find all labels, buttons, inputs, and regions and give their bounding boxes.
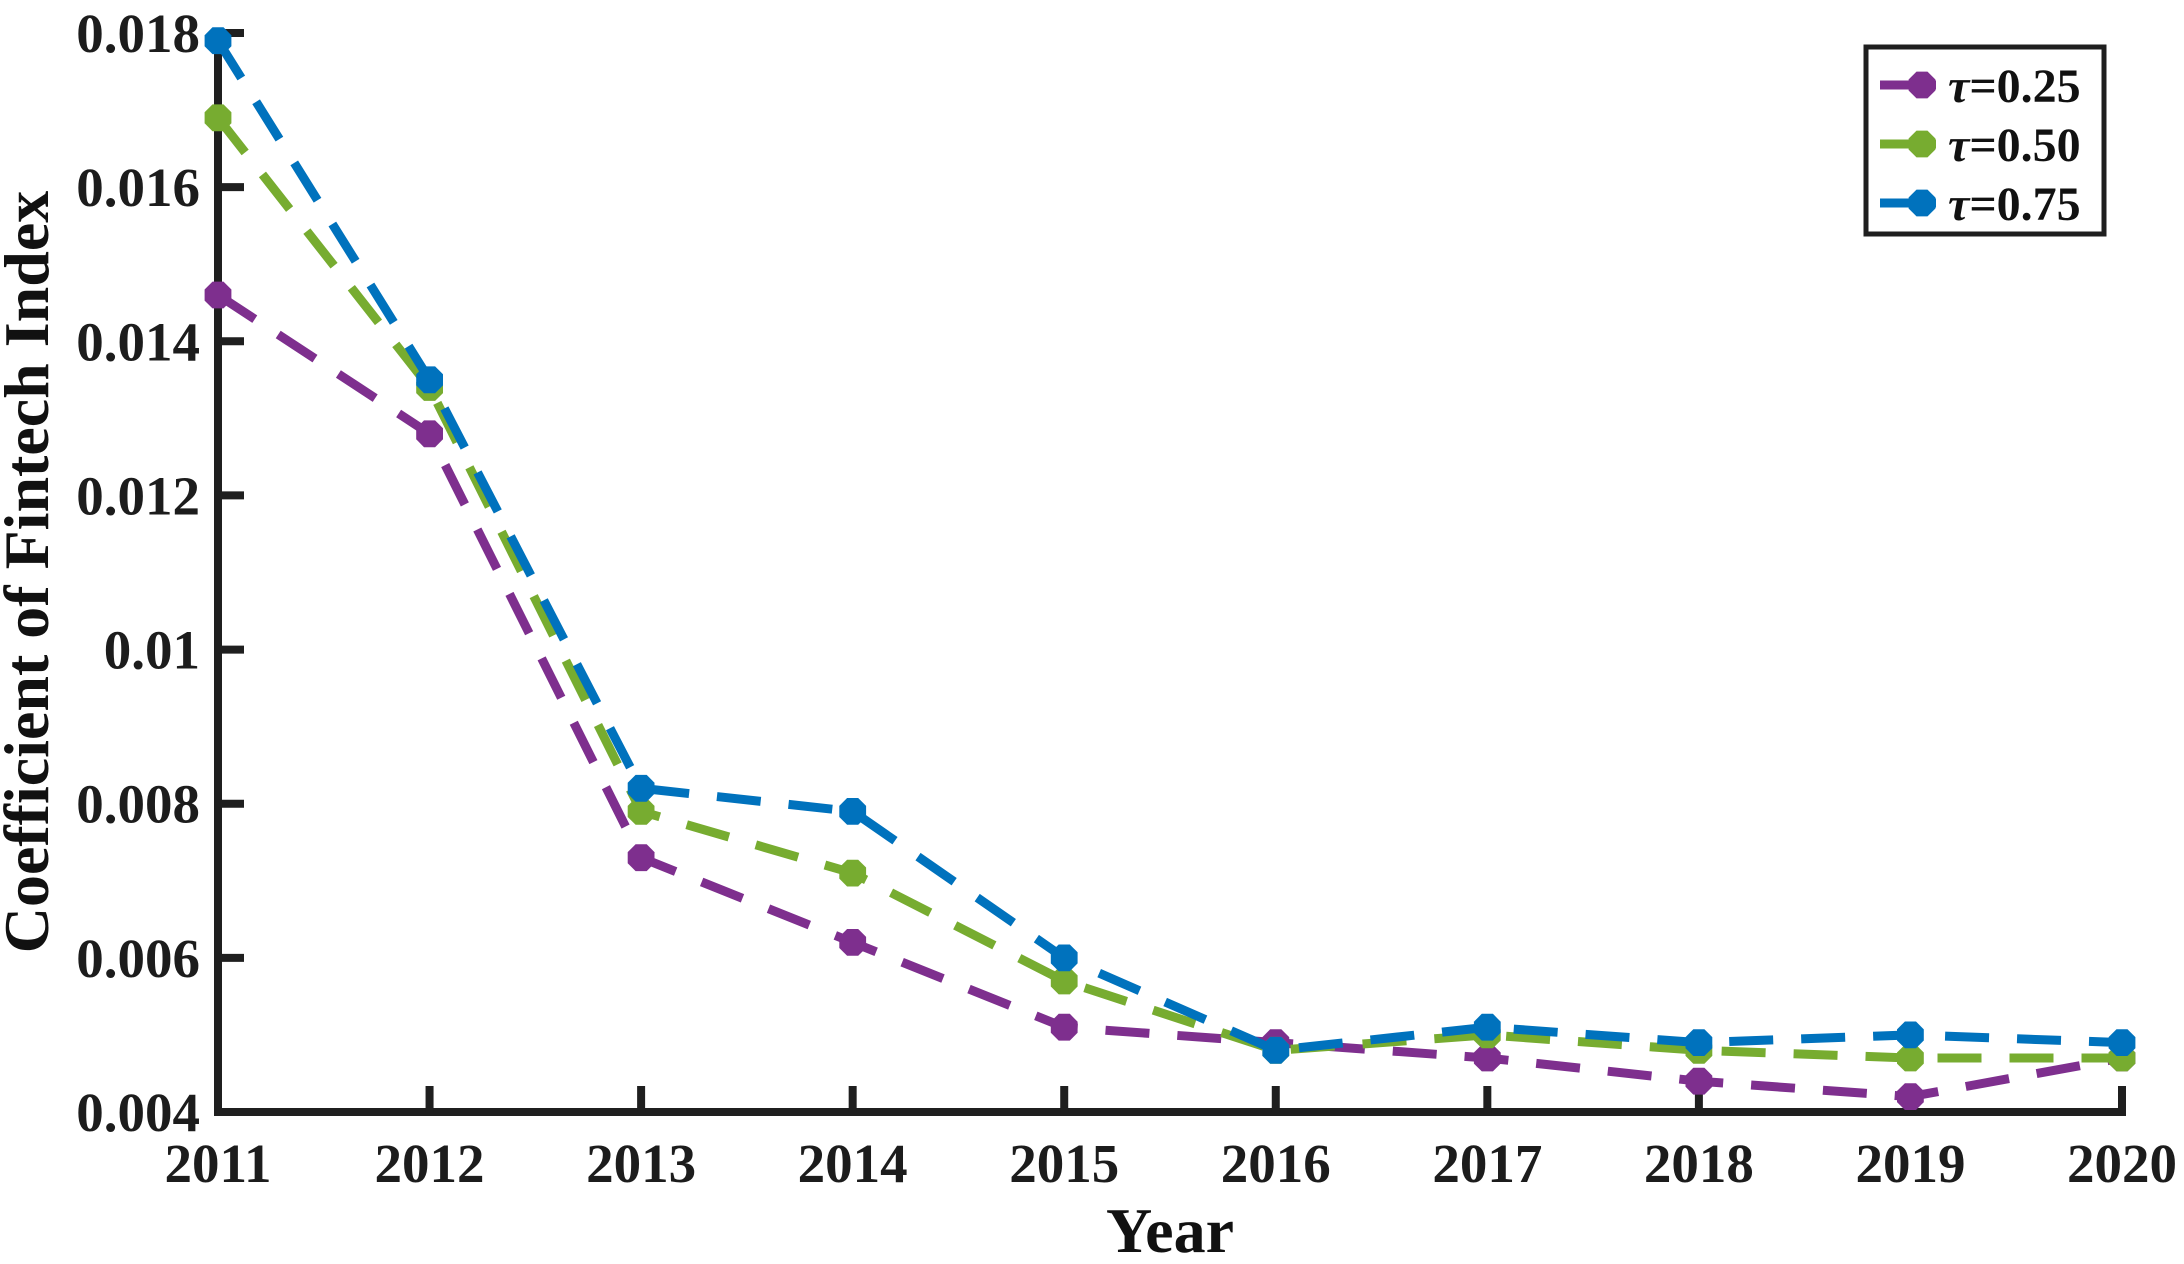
data-point-marker bbox=[1897, 1044, 1924, 1072]
y-tick-label: 0.004 bbox=[76, 1082, 200, 1143]
series-line bbox=[214, 115, 2122, 1063]
legend-item-τ=0.25: τ=0.25 bbox=[1880, 60, 2081, 113]
legend-marker bbox=[1908, 189, 1936, 217]
y-tick-label: 0.016 bbox=[76, 157, 200, 218]
legend-label: τ=0.75 bbox=[1948, 178, 2081, 231]
data-point-marker bbox=[1897, 1083, 1924, 1110]
legend-item-τ=0.50: τ=0.50 bbox=[1880, 119, 2081, 172]
x-tick-label: 2017 bbox=[1432, 1133, 1542, 1194]
series-τ=0.75 bbox=[204, 27, 2136, 1064]
data-point-marker bbox=[204, 281, 232, 309]
data-point-marker bbox=[1685, 1029, 1713, 1056]
data-point-marker bbox=[839, 929, 867, 956]
legend-label: τ=0.25 bbox=[1948, 60, 2081, 113]
legend-marker bbox=[1908, 71, 1936, 99]
y-tick-label: 0.012 bbox=[76, 465, 200, 526]
data-point-marker bbox=[1050, 944, 1078, 972]
legend-item-τ=0.75: τ=0.75 bbox=[1880, 178, 2081, 231]
x-tick-label: 2013 bbox=[586, 1133, 696, 1194]
y-tick-label: 0.018 bbox=[76, 3, 200, 64]
data-point-marker bbox=[416, 420, 443, 448]
y-tick-label: 0.006 bbox=[76, 928, 200, 989]
legend-label: τ=0.50 bbox=[1948, 119, 2081, 172]
x-tick-label: 2020 bbox=[2067, 1133, 2177, 1194]
series-τ=0.25 bbox=[204, 281, 2136, 1110]
x-tick-label: 2014 bbox=[798, 1133, 908, 1194]
x-tick-label: 2015 bbox=[1009, 1133, 1119, 1194]
series-line bbox=[215, 291, 2123, 1102]
data-point-marker bbox=[204, 104, 232, 132]
y-axis-label: Coefficient of Fintech Index bbox=[0, 191, 62, 954]
x-tick-label: 2019 bbox=[1855, 1133, 1965, 1194]
x-tick-label: 2016 bbox=[1221, 1133, 1331, 1194]
data-point-marker bbox=[1050, 967, 1078, 995]
data-point-marker bbox=[416, 366, 443, 394]
data-point-marker bbox=[2108, 1029, 2136, 1056]
legend-marker bbox=[1908, 130, 1936, 158]
y-tick-label: 0.01 bbox=[104, 620, 200, 681]
x-tick-label: 2012 bbox=[375, 1133, 485, 1194]
data-point-marker bbox=[204, 27, 232, 55]
x-tick-label: 2018 bbox=[1644, 1133, 1754, 1194]
data-point-marker bbox=[1473, 1013, 1501, 1041]
plot-series bbox=[204, 27, 2136, 1110]
y-tick-label: 0.014 bbox=[76, 311, 200, 372]
data-point-marker bbox=[627, 774, 655, 802]
data-point-marker bbox=[839, 859, 867, 887]
data-point-marker bbox=[1050, 1013, 1078, 1041]
data-point-marker bbox=[627, 798, 655, 825]
series-τ=0.50 bbox=[204, 104, 2136, 1072]
axes: 0.004 0.006 0.008 0.01 0.012 0.014 0.016 0.018 2… bbox=[76, 3, 2177, 1194]
data-point-marker bbox=[1897, 1021, 1924, 1049]
series-line bbox=[214, 38, 2123, 1055]
data-point-marker bbox=[1473, 1044, 1501, 1072]
data-point-marker bbox=[1262, 1036, 1290, 1064]
y-tick-label: 0.008 bbox=[76, 774, 200, 835]
x-axis-label: Year bbox=[1106, 1195, 1234, 1264]
legend: τ=0.25 τ=0.50 τ=0.75 bbox=[1863, 44, 2107, 237]
x-tick-label: 2011 bbox=[165, 1133, 272, 1194]
data-point-marker bbox=[1685, 1067, 1713, 1095]
data-point-marker bbox=[839, 798, 867, 825]
data-point-marker bbox=[627, 844, 655, 872]
